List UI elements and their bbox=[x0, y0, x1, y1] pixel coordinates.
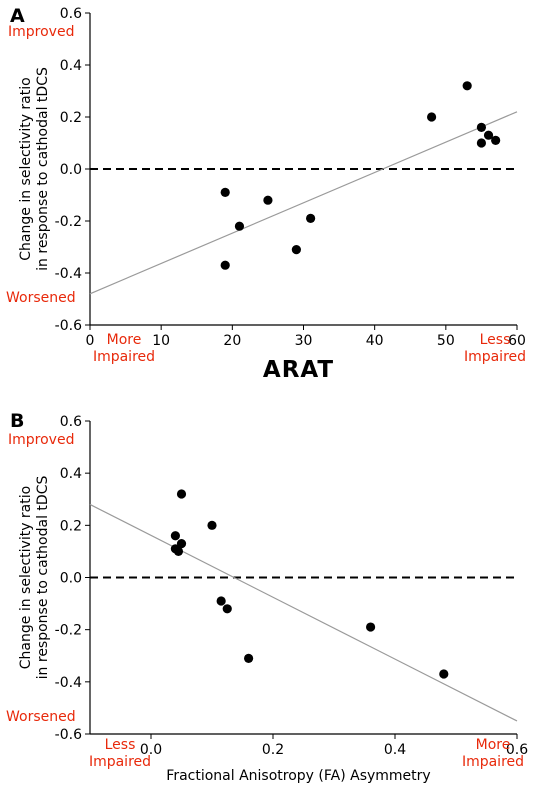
data-point bbox=[220, 187, 230, 197]
data-point bbox=[176, 538, 187, 549]
x-right-annotation: Impaired bbox=[462, 754, 524, 770]
y-axis-label-line: in response to cathodal tDCS bbox=[35, 67, 51, 271]
y-tick-label: -0.2 bbox=[55, 214, 82, 230]
y-tick-label: 0.6 bbox=[60, 6, 82, 22]
x-tick-label: 0.4 bbox=[384, 742, 406, 758]
regression-line bbox=[89, 503, 518, 722]
chart-panel-a: 0.6 0.4 0.2 0.0 -0.2 -0.4 -0.60 10 20 30 40 50 60 A Ch… bbox=[6, 5, 526, 383]
data-point bbox=[244, 653, 254, 663]
improved-annotation: Improved bbox=[8, 432, 74, 448]
y-tick-label: 0.4 bbox=[60, 58, 82, 74]
data-point bbox=[366, 622, 376, 632]
y-axis-label: Change in selectivity ratioin response t… bbox=[18, 476, 51, 680]
data-point bbox=[476, 122, 487, 132]
x-tick-label: 50 bbox=[437, 333, 455, 349]
x-left-annotation: More bbox=[107, 332, 142, 348]
improved-annotation: Improved bbox=[8, 24, 74, 40]
x-tick-label: 0.0 bbox=[140, 742, 162, 758]
data-point bbox=[462, 81, 472, 91]
x-left-annotation: Impaired bbox=[93, 349, 155, 365]
data-point bbox=[207, 520, 217, 530]
x-tick-label: 40 bbox=[366, 333, 384, 349]
x-right-annotation: Impaired bbox=[464, 349, 526, 365]
data-point bbox=[234, 221, 245, 231]
panel-label: B bbox=[10, 410, 24, 432]
worsened-annotation: Worsened bbox=[6, 290, 76, 306]
y-tick-label: -0.4 bbox=[55, 266, 82, 282]
y-tick-label: -0.2 bbox=[55, 623, 82, 639]
x-left-annotation: Impaired bbox=[89, 754, 151, 770]
y-tick-label: -0.4 bbox=[55, 675, 82, 691]
y-tick-label: -0.6 bbox=[55, 727, 82, 743]
y-tick-label: 0.0 bbox=[60, 571, 82, 587]
data-point bbox=[491, 135, 501, 145]
x-axis-title: ARAT bbox=[263, 357, 334, 383]
x-tick-label: 10 bbox=[152, 333, 170, 349]
x-tick-label: 0.2 bbox=[262, 742, 284, 758]
data-point bbox=[216, 596, 226, 606]
y-axis-label-line: Change in selectivity ratio bbox=[18, 77, 34, 260]
data-point bbox=[263, 195, 273, 205]
y-axis-label-line: Change in selectivity ratio bbox=[18, 486, 34, 669]
data-point bbox=[439, 669, 449, 679]
data-point bbox=[220, 260, 230, 270]
data-point bbox=[176, 489, 187, 499]
x-axis-title: Fractional Anisotropy (FA) Asymmetry bbox=[166, 768, 430, 784]
data-point bbox=[291, 245, 301, 255]
data-point bbox=[306, 213, 316, 223]
x-right-annotation: Less bbox=[480, 332, 511, 348]
x-tick-label: 30 bbox=[295, 333, 313, 349]
data-point bbox=[483, 130, 494, 140]
data-point bbox=[173, 546, 184, 557]
regression-line bbox=[89, 111, 518, 295]
y-tick-label: 0.2 bbox=[60, 110, 82, 126]
worsened-annotation: Worsened bbox=[6, 709, 76, 725]
x-tick-label: 60 bbox=[508, 333, 526, 349]
chart-panel-b: 0.6 0.4 0.2 0.0 -0.2 -0.4 -0.6 0.0 0.2 0.4 0.6 B Cha… bbox=[6, 410, 528, 784]
data-point bbox=[170, 531, 180, 541]
y-tick-label: -0.6 bbox=[55, 318, 82, 334]
y-tick-label: 0.2 bbox=[60, 518, 82, 534]
y-tick-label: 0.4 bbox=[60, 466, 82, 482]
x-tick-label: 0 bbox=[86, 333, 95, 349]
y-tick-label: 0.6 bbox=[60, 414, 82, 430]
x-tick-label: 20 bbox=[223, 333, 241, 349]
x-left-annotation: Less bbox=[105, 737, 136, 753]
panel-label: A bbox=[10, 5, 25, 27]
data-point bbox=[427, 112, 437, 122]
data-point bbox=[476, 138, 487, 148]
y-tick-label: 0.0 bbox=[60, 162, 82, 178]
y-axis-label-line: in response to cathodal tDCS bbox=[35, 476, 51, 680]
data-point bbox=[222, 604, 232, 614]
x-tick-label: 0.6 bbox=[506, 742, 528, 758]
y-axis-label: Change in selectivity ratioin response t… bbox=[18, 67, 51, 271]
x-right-annotation: More bbox=[476, 737, 511, 753]
